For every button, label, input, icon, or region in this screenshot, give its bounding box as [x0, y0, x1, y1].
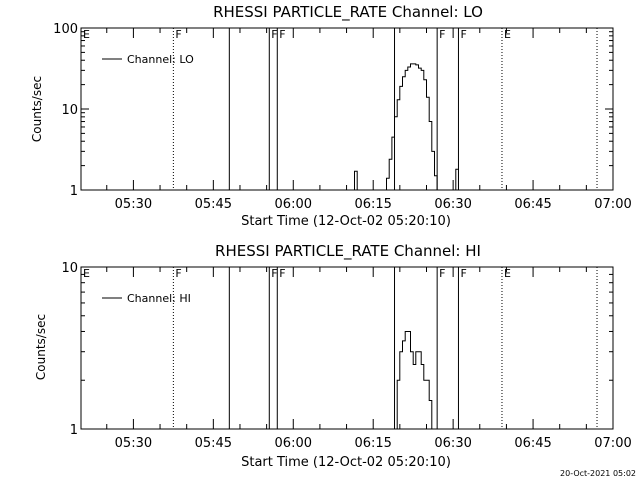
panel-lo: RHESSI PARTICLE_RATE Channel: LO Counts/… — [30, 3, 632, 229]
annotation-label: F — [271, 28, 277, 41]
x-tick-label: 05:30 — [115, 436, 152, 451]
x-tick-label: 05:30 — [115, 197, 152, 212]
legend-label: Channel: HI — [127, 292, 191, 305]
y-tick-label: 1 — [70, 423, 78, 438]
annotation-label: F — [279, 28, 285, 41]
annotation-label: F — [460, 28, 466, 41]
y-tick-label: 1 — [70, 184, 78, 199]
x-tick-label: 06:30 — [434, 436, 471, 451]
y-axis-label: Counts/sec — [30, 76, 44, 142]
annotation-label: E — [504, 28, 511, 41]
x-tick-label: 06:00 — [275, 436, 312, 451]
x-axis-label: Start Time (12-Oct-02 05:20:10) — [241, 455, 451, 470]
annotation-label: F — [175, 28, 181, 41]
annotation-label: E — [83, 28, 90, 41]
x-tick-label: 05:45 — [195, 197, 232, 212]
series-line — [394, 331, 433, 430]
y-tick-label: 10 — [61, 261, 78, 276]
x-tick-label: 05:45 — [195, 436, 232, 451]
annotation-label: F — [175, 267, 181, 280]
x-tick-label: 07:00 — [594, 197, 631, 212]
annotation-label: F — [439, 267, 445, 280]
x-tick-label: 06:15 — [354, 436, 391, 451]
annotation-label: F — [271, 267, 277, 280]
footer-timestamp: 20-Oct-2021 05:02 — [560, 469, 636, 478]
y-tick-label: 100 — [53, 22, 78, 37]
x-tick-label: 06:30 — [434, 197, 471, 212]
legend: Channel: HI — [102, 292, 191, 305]
panel-hi: RHESSI PARTICLE_RATE Channel: HI Counts/… — [34, 242, 632, 470]
x-tick-label: 06:45 — [514, 436, 551, 451]
x-axis-label: Start Time (12-Oct-02 05:20:10) — [241, 214, 451, 229]
axis-ticks: 05:30 05:45 06:00 06:15 06:30 06:45 07:00 1 10 — [61, 261, 631, 451]
chart-title: RHESSI PARTICLE_RATE Channel: HI — [215, 242, 481, 261]
annotation-label: F — [279, 267, 285, 280]
series-layer — [351, 63, 459, 191]
x-tick-label: 06:00 — [275, 197, 312, 212]
axis-ticks: 05:30 05:45 06:00 06:15 06:30 06:45 07:00 1 10 10… — [53, 22, 632, 212]
legend-label: Channel: LO — [127, 53, 194, 66]
annotation-label: E — [504, 267, 511, 280]
x-tick-label: 06:15 — [354, 197, 391, 212]
series-line — [351, 63, 459, 191]
annotation-label: E — [83, 267, 90, 280]
annotation-label: F — [460, 267, 466, 280]
series-layer — [394, 331, 433, 430]
x-tick-label: 07:00 — [594, 436, 631, 451]
legend: Channel: LO — [102, 53, 194, 66]
x-tick-label: 06:45 — [514, 197, 551, 212]
annotation-label: F — [439, 28, 445, 41]
y-axis-label: Counts/sec — [34, 314, 48, 380]
y-tick-label: 10 — [61, 103, 78, 118]
chart-title: RHESSI PARTICLE_RATE Channel: LO — [213, 3, 483, 22]
